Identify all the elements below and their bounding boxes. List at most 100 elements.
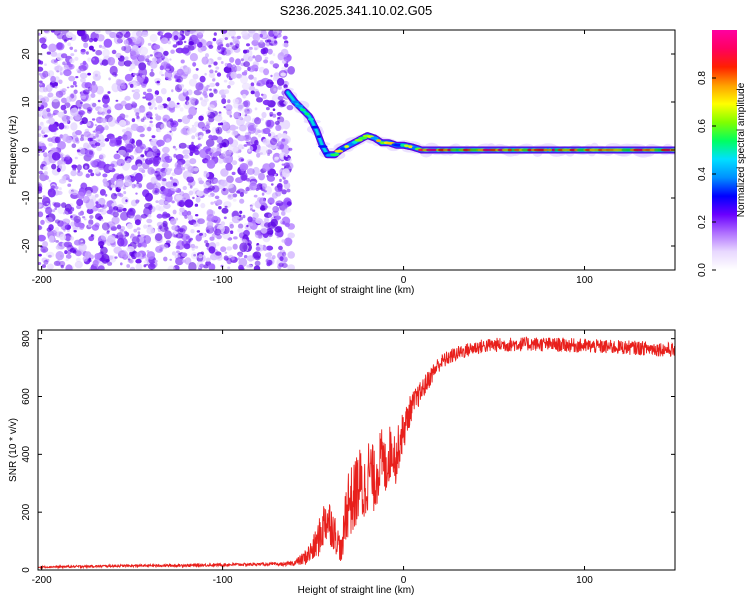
noise-speckle [72,166,77,171]
noise-speckle [153,44,161,50]
noise-speckle [120,262,123,266]
noise-speckle [46,263,54,270]
noise-speckle [114,75,117,78]
noise-speckle [55,251,65,261]
noise-speckle [164,32,173,39]
noise-speckle [205,53,209,58]
noise-speckle [86,144,92,149]
noise-speckle [262,47,269,54]
noise-speckle [145,58,150,63]
noise-speckle [240,158,244,162]
noise-speckle [197,46,204,53]
noise-speckle [85,199,95,210]
noise-speckle [212,78,216,82]
noise-speckle [132,44,139,51]
noise-speckle [185,96,190,101]
snr-panel: -200 -100 0 100 0 200 400 600 800 Height of stra… [8,329,676,596]
noise-speckle [277,132,283,139]
noise-speckle [236,190,241,194]
noise-speckle [222,150,232,158]
noise-speckle [233,111,241,119]
noise-speckle [214,70,218,73]
noise-speckle [223,255,229,261]
noise-speckle [154,107,158,110]
noise-speckle [266,119,275,128]
noise-speckle [265,79,274,88]
noise-speckle [154,94,158,97]
noise-speckle [205,132,209,135]
noise-speckle [51,152,61,161]
noise-speckle [197,143,202,147]
noise-speckle [284,237,293,247]
x-tick-label: 100 [576,275,593,286]
noise-speckle [208,104,215,110]
noise-speckle [265,119,272,127]
noise-speckle [160,61,169,70]
noise-speckle [38,253,42,257]
noise-speckle [218,114,221,117]
noise-speckle [223,79,228,83]
noise-speckle [199,75,206,83]
noise-speckle [267,168,277,177]
noise-speckle [102,48,110,58]
noise-speckle [131,236,140,245]
noise-speckle [181,252,188,258]
noise-speckle [101,59,109,66]
noise-speckle [176,102,180,105]
track-hotspot [290,100,300,104]
x-tick-label: 0 [401,275,407,286]
noise-speckle [150,176,158,185]
noise-speckle [275,124,282,131]
noise-speckle [263,190,267,193]
noise-speckle [188,78,198,87]
noise-speckle [197,137,201,141]
noise-speckle [186,127,193,135]
noise-speckle [173,35,179,41]
noise-speckle [56,167,61,173]
noise-speckle [38,211,44,218]
noise-speckle [270,218,278,227]
noise-speckle [125,43,129,47]
noise-speckle [142,162,150,170]
noise-speckle [265,259,270,263]
noise-speckle [220,122,224,126]
noise-speckle [267,49,273,55]
noise-speckle [75,130,82,136]
noise-speckle [206,59,212,65]
noise-speckle [76,198,84,206]
noise-speckle [227,85,231,89]
noise-speckle [121,129,127,133]
noise-speckle [139,143,146,150]
noise-speckle [223,49,232,56]
noise-speckle [120,100,127,107]
noise-speckle [155,95,163,104]
noise-speckle [46,251,55,258]
noise-speckle [241,111,246,117]
noise-speckle [70,170,77,177]
noise-speckle [248,56,253,62]
noise-speckle [247,66,251,71]
noise-speckle [134,172,143,183]
noise-speckle [65,31,74,39]
noise-speckle [124,143,130,149]
noise-speckle [69,58,75,64]
spectrogram-y-axis-label: Frequency (Hz) [8,116,19,185]
noise-speckle [208,92,214,98]
noise-speckle [117,149,127,156]
noise-speckle [120,251,129,258]
noise-speckle [131,101,136,105]
noise-speckle [73,239,82,246]
noise-speckle [260,117,264,121]
y-tick-label: -20 [21,238,32,253]
noise-speckle [222,188,226,192]
colorbar-ticks: 0.0 0.2 0.4 0.6 0.8 [697,71,716,277]
noise-speckle [51,96,60,103]
noise-speckle [279,256,284,262]
noise-speckle [48,143,53,147]
noise-speckle [108,77,111,81]
noise-speckle [99,257,106,262]
noise-speckle [64,203,72,212]
noise-speckle [206,214,215,222]
spectrogram-x-axis-label: Height of straight line (km) [298,285,415,296]
noise-speckle [53,233,57,237]
